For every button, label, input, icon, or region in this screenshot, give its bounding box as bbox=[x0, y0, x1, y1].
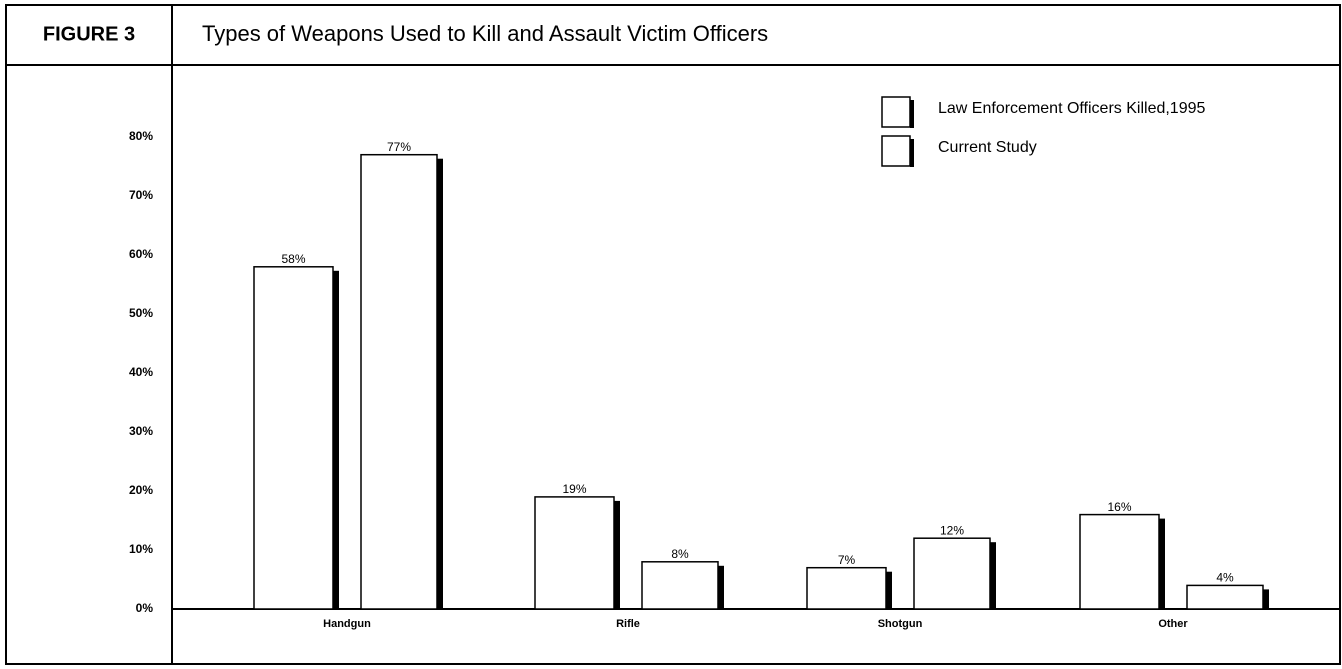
y-tick-label: 50% bbox=[129, 306, 153, 320]
bar-shadow bbox=[614, 500, 620, 609]
x-tick-label: Shotgun bbox=[878, 618, 923, 630]
frame bbox=[5, 4, 1341, 665]
legend-swatch bbox=[881, 96, 911, 128]
x-tick-label: Rifle bbox=[616, 618, 640, 630]
chart-title: Types of Weapons Used to Kill and Assaul… bbox=[202, 21, 768, 46]
y-tick-label: 60% bbox=[129, 247, 153, 261]
value-label: 19% bbox=[562, 482, 586, 496]
legend-label: Current Study bbox=[938, 139, 1037, 156]
legend-label: Law Enforcement Officers Killed,1995 bbox=[938, 100, 1206, 117]
bar-shadow bbox=[437, 158, 443, 609]
bar-shadow bbox=[718, 565, 724, 609]
x-tick-label: Other bbox=[1158, 618, 1188, 630]
bar-shadow bbox=[1159, 518, 1165, 609]
legend-shadow bbox=[910, 100, 914, 128]
bar-shadow bbox=[886, 571, 892, 609]
figure-label: FIGURE 3 bbox=[43, 23, 135, 45]
bar bbox=[534, 496, 615, 610]
value-label: 7% bbox=[838, 553, 856, 567]
value-label: 58% bbox=[281, 252, 305, 266]
bar bbox=[360, 153, 438, 610]
y-tick-label: 40% bbox=[129, 365, 153, 379]
bar bbox=[1186, 584, 1264, 610]
y-tick-label: 30% bbox=[129, 424, 153, 438]
value-label: 4% bbox=[1216, 571, 1234, 585]
bar bbox=[806, 566, 887, 610]
bar bbox=[253, 266, 334, 610]
legend-shadow bbox=[910, 139, 914, 167]
value-label: 12% bbox=[940, 523, 964, 537]
legend-swatch bbox=[881, 135, 911, 167]
y-tick-label: 0% bbox=[136, 601, 154, 615]
bar bbox=[1079, 513, 1160, 610]
value-label: 16% bbox=[1107, 500, 1131, 514]
value-label: 8% bbox=[671, 547, 689, 561]
bar-shadow bbox=[990, 542, 996, 609]
y-tick-label: 20% bbox=[129, 483, 153, 497]
x-tick-label: Handgun bbox=[323, 618, 371, 630]
bar bbox=[913, 537, 991, 610]
value-label: 77% bbox=[387, 140, 411, 154]
bar-shadow bbox=[1263, 589, 1269, 609]
bar-shadow bbox=[333, 270, 339, 609]
bar bbox=[641, 561, 719, 610]
y-tick-label: 70% bbox=[129, 188, 153, 202]
y-tick-label: 80% bbox=[129, 129, 153, 143]
y-tick-label: 10% bbox=[129, 542, 153, 556]
